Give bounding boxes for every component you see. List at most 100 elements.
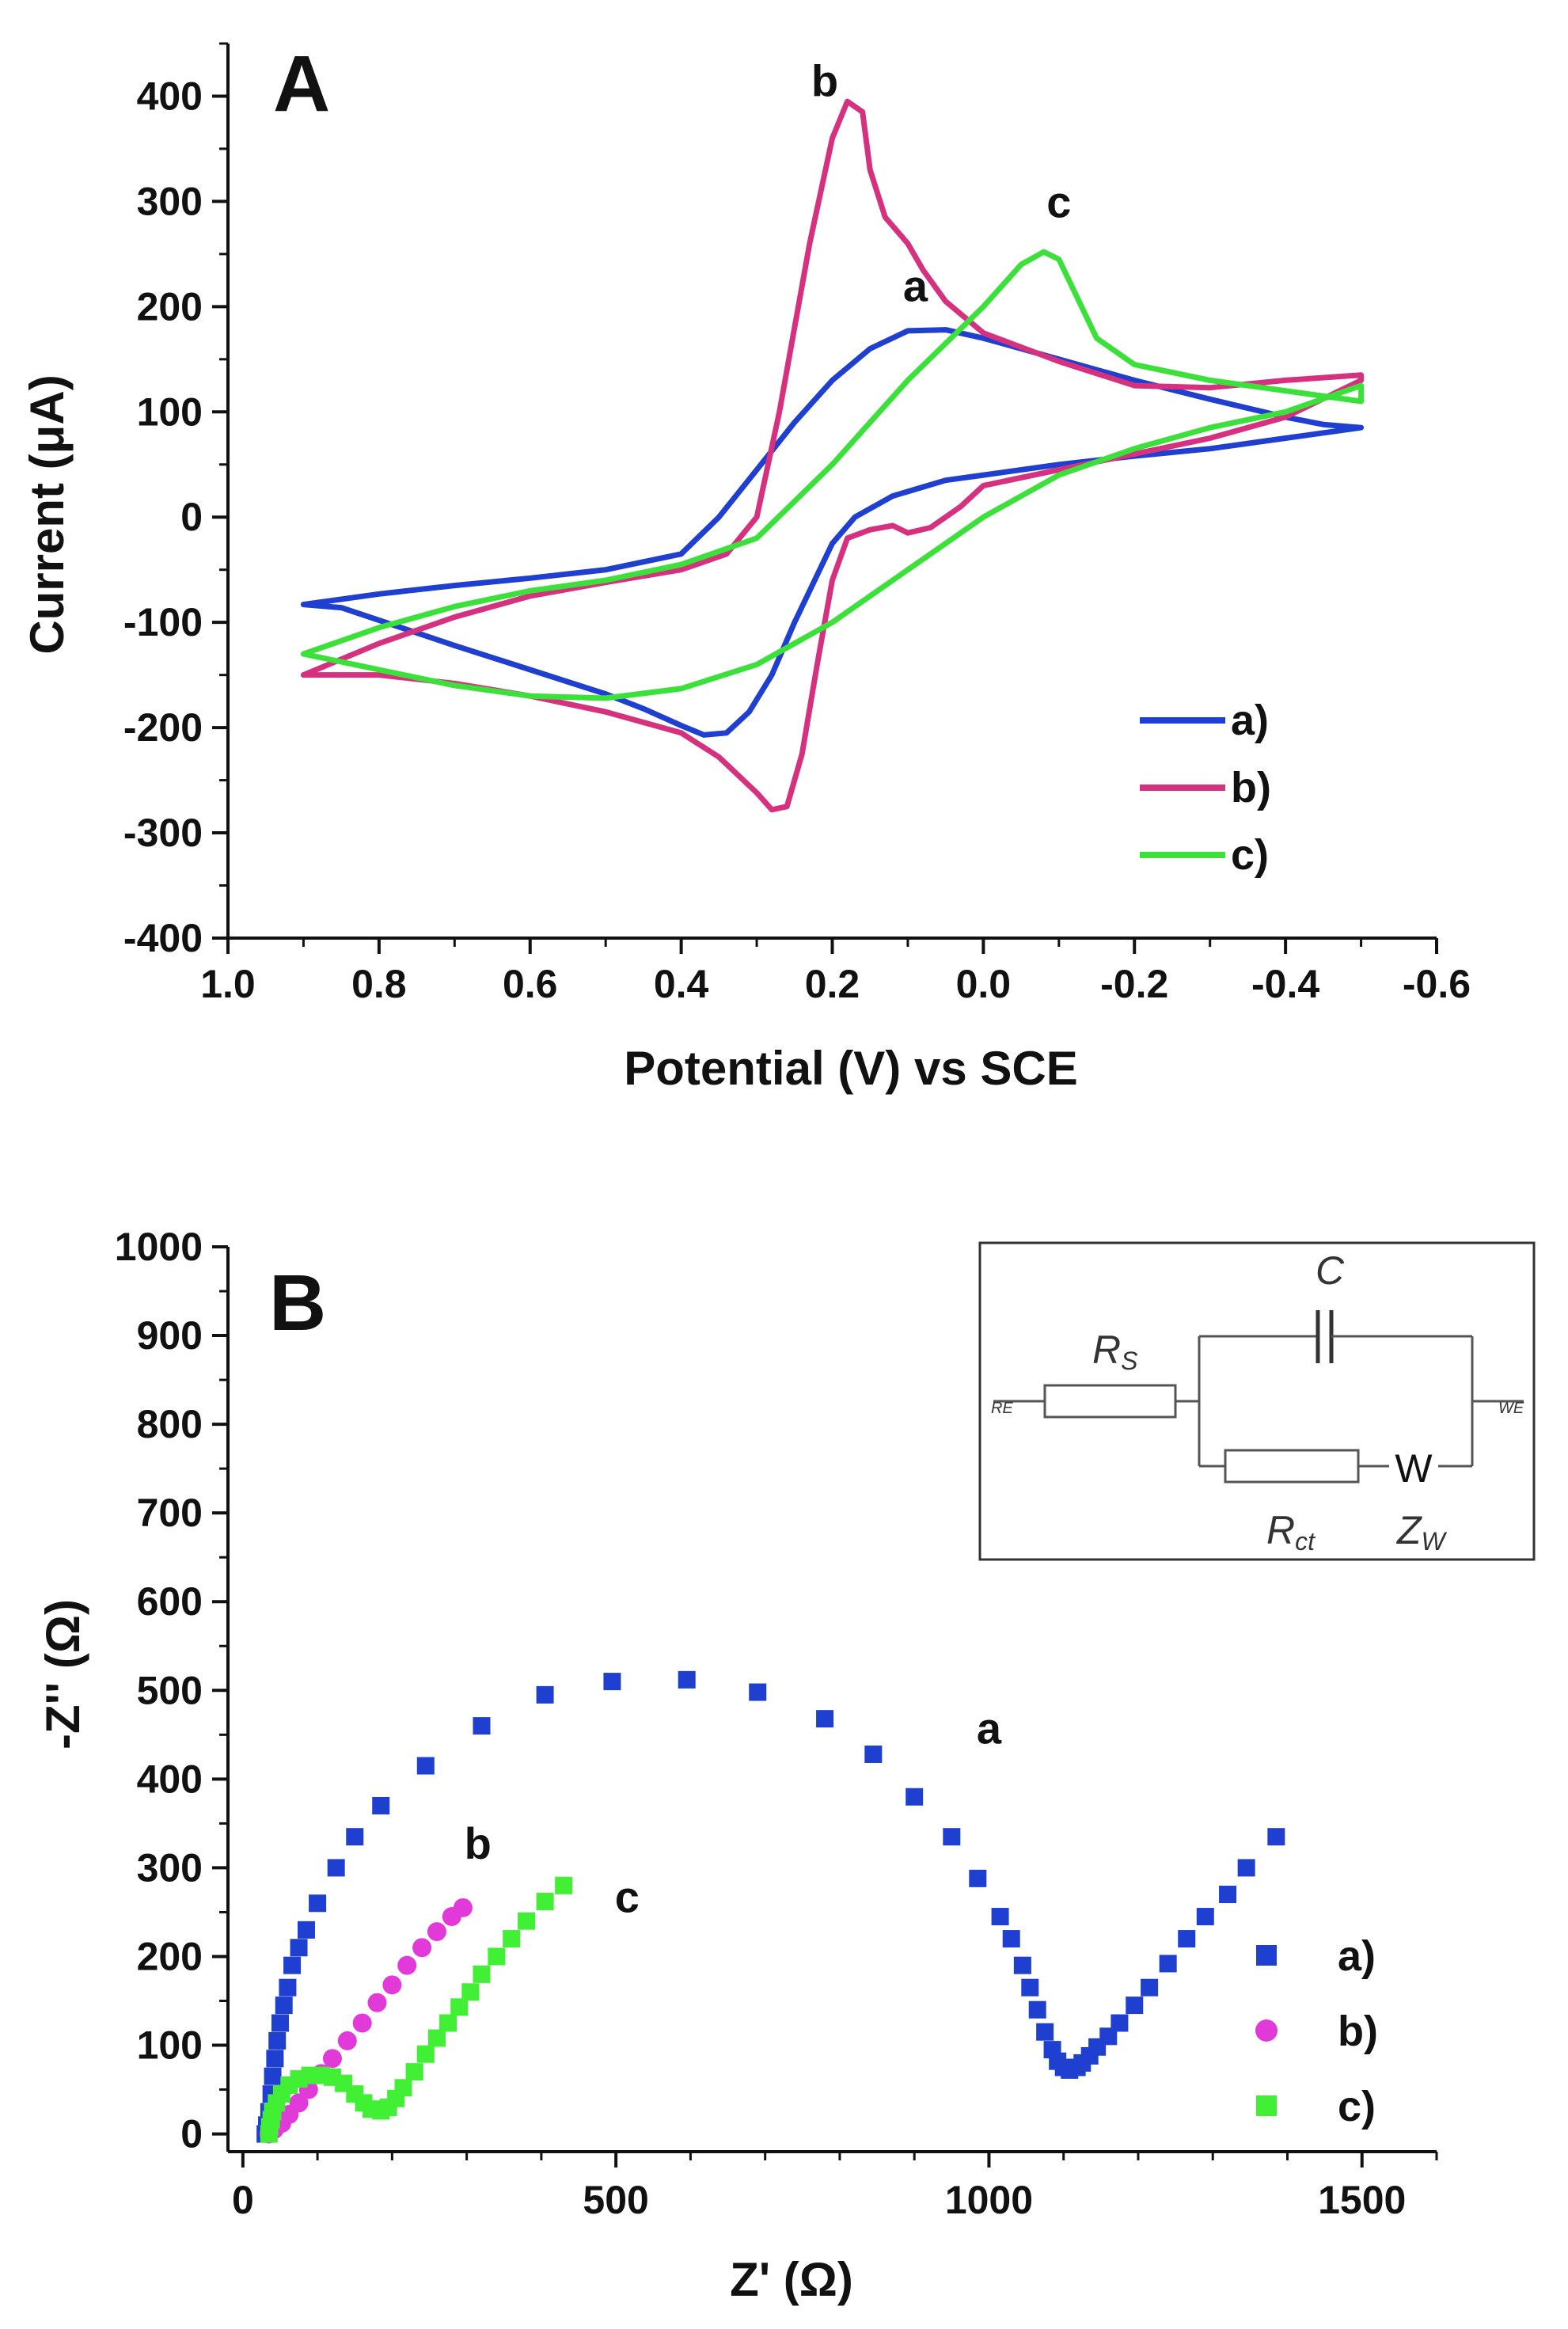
panel-b-series-a-point [309, 1894, 327, 1913]
panel-b-series-c-point [450, 1998, 469, 2016]
panel-b-series-a-point [1141, 1978, 1159, 1997]
panel-a-series-a-line [300, 327, 1365, 738]
panel-b-series-a-point [536, 1685, 554, 1704]
panel-b-series-a-point [1099, 2027, 1118, 2046]
panel-b-legend-label: a) [1338, 1932, 1376, 1980]
panel-b-series-c-point [427, 2029, 446, 2047]
panel-b-series-a-point [816, 1710, 834, 1728]
panel-b-series-a-point [290, 1939, 308, 1957]
panel-b-series-a-point [268, 2031, 287, 2050]
w-label-backing [1389, 1446, 1438, 1487]
panel-a-series-b-line [300, 98, 1365, 813]
panel-a-x-tick-label: 0.4 [654, 962, 709, 1006]
panel-a-y-tick-label: 300 [137, 179, 203, 223]
panel-b-series-a-point [264, 2067, 282, 2085]
rct-label: Rct [1266, 1508, 1316, 1556]
panel-b-x-tick-label: 500 [583, 2178, 648, 2222]
capacitor-label: C [1316, 1248, 1345, 1293]
panel-a-x-tick-label: -0.6 [1403, 962, 1471, 1006]
panel-b-series-a-point [905, 1788, 924, 1806]
panel-b-curve-label: c [615, 1871, 640, 1921]
panel-b-series-b-point [397, 1955, 417, 1975]
panel-a-x-tick-label: 0.2 [805, 962, 860, 1006]
panel-b-y-axis-title: -Z'' (Ω) [36, 1599, 89, 1750]
panel-a-y-tick-label: 200 [137, 284, 203, 329]
panel-b-series-a-point [1111, 2014, 1129, 2032]
panel-a-series-group [300, 98, 1365, 813]
panel-b-series-a-point [1126, 1997, 1144, 2015]
we-label: WE [1498, 1400, 1524, 1417]
panel-b-series-a-point [473, 1717, 491, 1735]
panel-b-y-tick-label: 800 [137, 1402, 203, 1446]
panel-b-series-group [256, 1670, 1285, 2144]
panel-b-series-a-point [297, 1921, 315, 1939]
panel-b-series-a-point [1219, 1886, 1237, 1904]
panel-b-series-a-point [1002, 1930, 1020, 1948]
panel-a-annotations: a b c [811, 55, 1072, 310]
panel-b-y-tick-label: 600 [137, 1579, 203, 1624]
panel-a-curve-label: c [1046, 177, 1071, 226]
panel-b-series-c-point [461, 1983, 480, 2001]
panel-a-legend-label: c) [1231, 831, 1269, 879]
panel-b-x-axis-title: Z' (Ω) [730, 2253, 853, 2306]
panel-b-curve-label: a [977, 1704, 1002, 1753]
panel-b-series-a-point [991, 1908, 1009, 1926]
rs-resistor [1043, 1384, 1177, 1419]
panel-a-cv-chart: 1.0 0.8 0.6 0.4 0.2 0.0 -0.2 -0.4 -0.6 -400 -300 -2… [21, 40, 1471, 1095]
panel-b-series-a-point [283, 1956, 302, 1974]
panel-b-series-a-point [1159, 1955, 1177, 1973]
panel-b-series-b-point [453, 1898, 473, 1917]
panel-b-series-c-point [555, 1876, 573, 1894]
panel-b-series-a-point [279, 1978, 297, 1997]
panel-b-x-tick-label: 0 [232, 2178, 254, 2222]
panel-b-legend-label: b) [1338, 2008, 1378, 2055]
panel-b-series-b-point [322, 2049, 342, 2069]
panel-b-series-a-point [603, 1673, 621, 1691]
panel-a-x-axis-title: Potential (V) vs SCE [624, 1042, 1077, 1095]
panel-b-series-c-point [536, 1892, 554, 1910]
panel-a-legend-label: b) [1231, 764, 1271, 811]
panel-b-series-a [256, 1670, 1285, 2143]
panel-a-letter: A [273, 40, 330, 128]
panel-b-y-tick-label: 400 [137, 1757, 203, 1801]
zw-label: ZW [1396, 1508, 1448, 1556]
panel-b-series-b-point [352, 2013, 372, 2033]
panel-b-series-c [260, 1876, 573, 2143]
panel-b-y-tick-label: 100 [137, 2023, 203, 2068]
panel-b-legend-marker [1255, 2019, 1278, 2042]
panel-b-series-a-point [1178, 1930, 1196, 1948]
panel-b-y-tick-label: 200 [137, 1934, 203, 1978]
panel-b-series-a-point [943, 1828, 961, 1846]
panel-b-y-tick-label: 700 [137, 1491, 203, 1535]
re-label: RE [991, 1400, 1013, 1417]
panel-b-eis-chart: 0 500 1000 1500 0 100 200 300 400 500 600 700 800 900… [36, 1225, 1536, 2306]
panel-b-series-a-point [266, 2050, 284, 2068]
warburg-symbol: W [1395, 1446, 1433, 1491]
panel-a-y-tick-label: 100 [137, 389, 203, 434]
panel-b-series-c-point [416, 2045, 435, 2063]
panel-b-legend-marker [1256, 2095, 1277, 2116]
panel-b-y-tick-label: 500 [137, 1668, 203, 1712]
panel-b-series-c-point [473, 1965, 491, 1983]
panel-b-series-a-point [1237, 1859, 1255, 1877]
panel-a-y-tick-label: -100 [123, 600, 203, 644]
panel-b-y-tick-label: 300 [137, 1845, 203, 1890]
panel-b-series-b-point [289, 2093, 309, 2113]
panel-b-series-a-point [271, 2014, 289, 2032]
panel-b-series-a-point [1196, 1908, 1214, 1926]
panel-b-series-a-point [1021, 1978, 1039, 1997]
panel-b-axes: 0 500 1000 1500 0 100 200 300 400 500 600 700 800 900… [115, 1225, 1438, 2222]
panel-b-series-a-point [678, 1670, 696, 1689]
panel-b-series-a-point [1013, 1956, 1031, 1974]
panel-b-series-c-point [503, 1930, 521, 1948]
panel-b-series-b-point [367, 1993, 387, 2012]
panel-b-series-b-point [412, 1938, 432, 1958]
panel-b-series-a-point [749, 1683, 767, 1701]
panel-a-y-tick-label: -300 [123, 811, 203, 855]
panel-b-x-tick-label: 1500 [1318, 2178, 1406, 2222]
panel-a-x-tick-label: -0.4 [1251, 962, 1319, 1006]
panel-b-series-a-point [416, 1757, 435, 1775]
panel-b-series-a-point [969, 1869, 987, 1887]
panel-b-series-a-point [1036, 2023, 1054, 2041]
